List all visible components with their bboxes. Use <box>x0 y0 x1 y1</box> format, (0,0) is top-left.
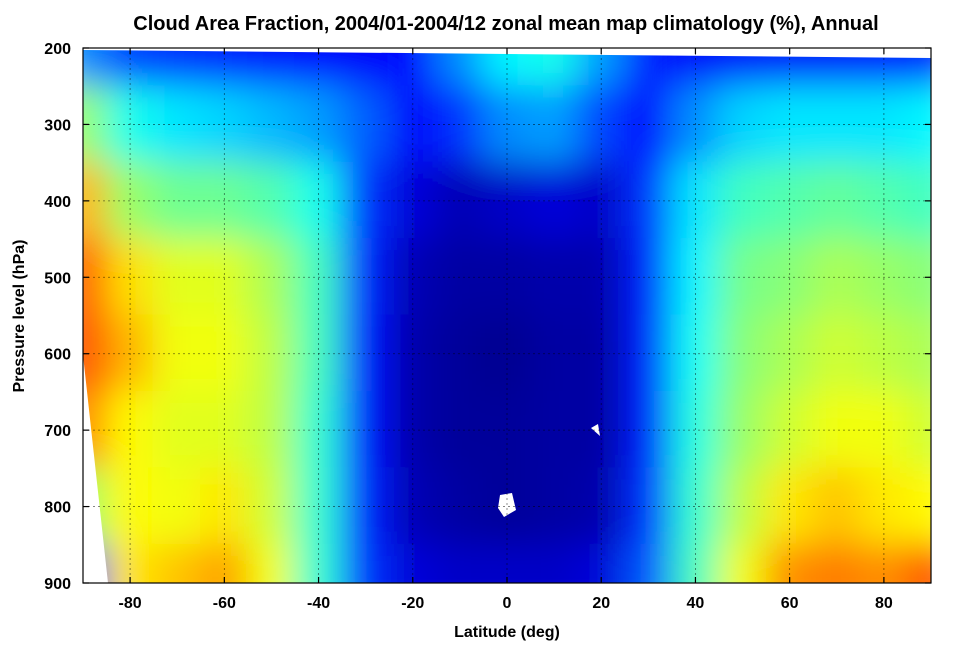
heatmap-cell <box>906 543 931 583</box>
x-axis-label: Latitude (deg) <box>454 624 560 641</box>
y-tick-label: 400 <box>44 194 71 211</box>
chart-title: Cloud Area Fraction, 2004/01-2004/12 zon… <box>133 13 878 35</box>
y-tick-label: 300 <box>44 117 71 134</box>
plot-area <box>83 48 931 583</box>
heatmap-cell <box>246 390 296 470</box>
y-tick-label: 900 <box>44 576 71 593</box>
missing-data-region <box>591 424 600 436</box>
heatmap-cell <box>623 543 673 583</box>
x-tick-label: 0 <box>503 595 512 612</box>
heatmap-cell <box>435 543 485 583</box>
heatmap-cell <box>246 543 296 583</box>
heatmap-cells <box>83 48 931 583</box>
heatmap-cell <box>152 543 202 583</box>
heatmap-cell <box>435 48 485 88</box>
y-tick-label: 600 <box>44 347 71 364</box>
heatmap-cell <box>246 467 296 546</box>
plot-frame <box>82 47 932 584</box>
x-tick-label: -20 <box>401 595 424 612</box>
x-tick-label: 80 <box>875 595 893 612</box>
y-tick-label: 500 <box>44 270 71 287</box>
x-tick-label: 40 <box>687 595 705 612</box>
heatmap-cell <box>152 48 202 88</box>
y-tick-label: 200 <box>44 41 71 58</box>
heatmap-cell <box>718 543 768 583</box>
heatmap-cell <box>246 238 296 317</box>
x-tick-label: -40 <box>307 595 330 612</box>
heatmap-cell <box>83 48 108 88</box>
heatmap-cell <box>529 543 579 583</box>
heatmap-cell <box>246 314 296 393</box>
heatmap-cell <box>246 161 296 241</box>
x-tick-label: -80 <box>119 595 142 612</box>
heatmap-cell <box>246 48 296 88</box>
axis-ticks <box>83 47 931 584</box>
heatmap-cell <box>341 543 391 583</box>
y-tick-label: 800 <box>44 500 71 517</box>
heatmap-cell <box>341 48 391 88</box>
heatmap-cell <box>812 543 862 583</box>
x-tick-label: 60 <box>781 595 799 612</box>
heatmap-cell <box>246 85 296 164</box>
missing-data-region <box>83 355 108 583</box>
x-tick-label: -60 <box>213 595 236 612</box>
heatmap-cell <box>105 390 155 470</box>
y-tick-label: 700 <box>44 423 71 440</box>
y-axis-label: Pressure level (hPa) <box>11 240 28 393</box>
x-tick-label: 20 <box>592 595 610 612</box>
